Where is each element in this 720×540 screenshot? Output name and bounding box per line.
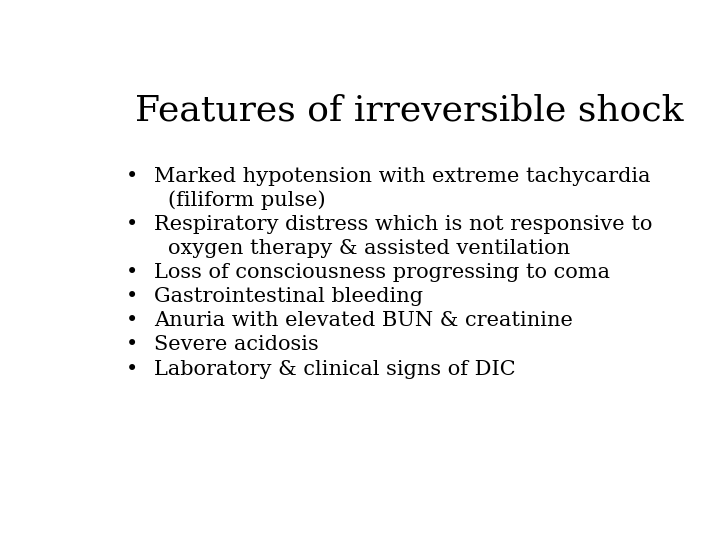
Text: Marked hypotension with extreme tachycardia: Marked hypotension with extreme tachycar… bbox=[154, 167, 651, 186]
Text: •: • bbox=[126, 215, 138, 234]
Text: Respiratory distress which is not responsive to: Respiratory distress which is not respon… bbox=[154, 215, 652, 234]
Text: Features of irreversible shock: Features of irreversible shock bbox=[135, 94, 683, 128]
Text: •: • bbox=[126, 167, 138, 186]
Text: Gastrointestinal bleeding: Gastrointestinal bleeding bbox=[154, 287, 423, 306]
Text: Loss of consciousness progressing to coma: Loss of consciousness progressing to com… bbox=[154, 263, 610, 282]
Text: •: • bbox=[126, 263, 138, 282]
Text: (filiform pulse): (filiform pulse) bbox=[168, 191, 325, 211]
Text: Anuria with elevated BUN & creatinine: Anuria with elevated BUN & creatinine bbox=[154, 312, 573, 330]
Text: •: • bbox=[126, 360, 138, 379]
Text: •: • bbox=[126, 287, 138, 306]
Text: •: • bbox=[126, 312, 138, 330]
Text: oxygen therapy & assisted ventilation: oxygen therapy & assisted ventilation bbox=[168, 239, 570, 258]
Text: Laboratory & clinical signs of DIC: Laboratory & clinical signs of DIC bbox=[154, 360, 516, 379]
Text: Severe acidosis: Severe acidosis bbox=[154, 335, 319, 354]
Text: •: • bbox=[126, 335, 138, 354]
